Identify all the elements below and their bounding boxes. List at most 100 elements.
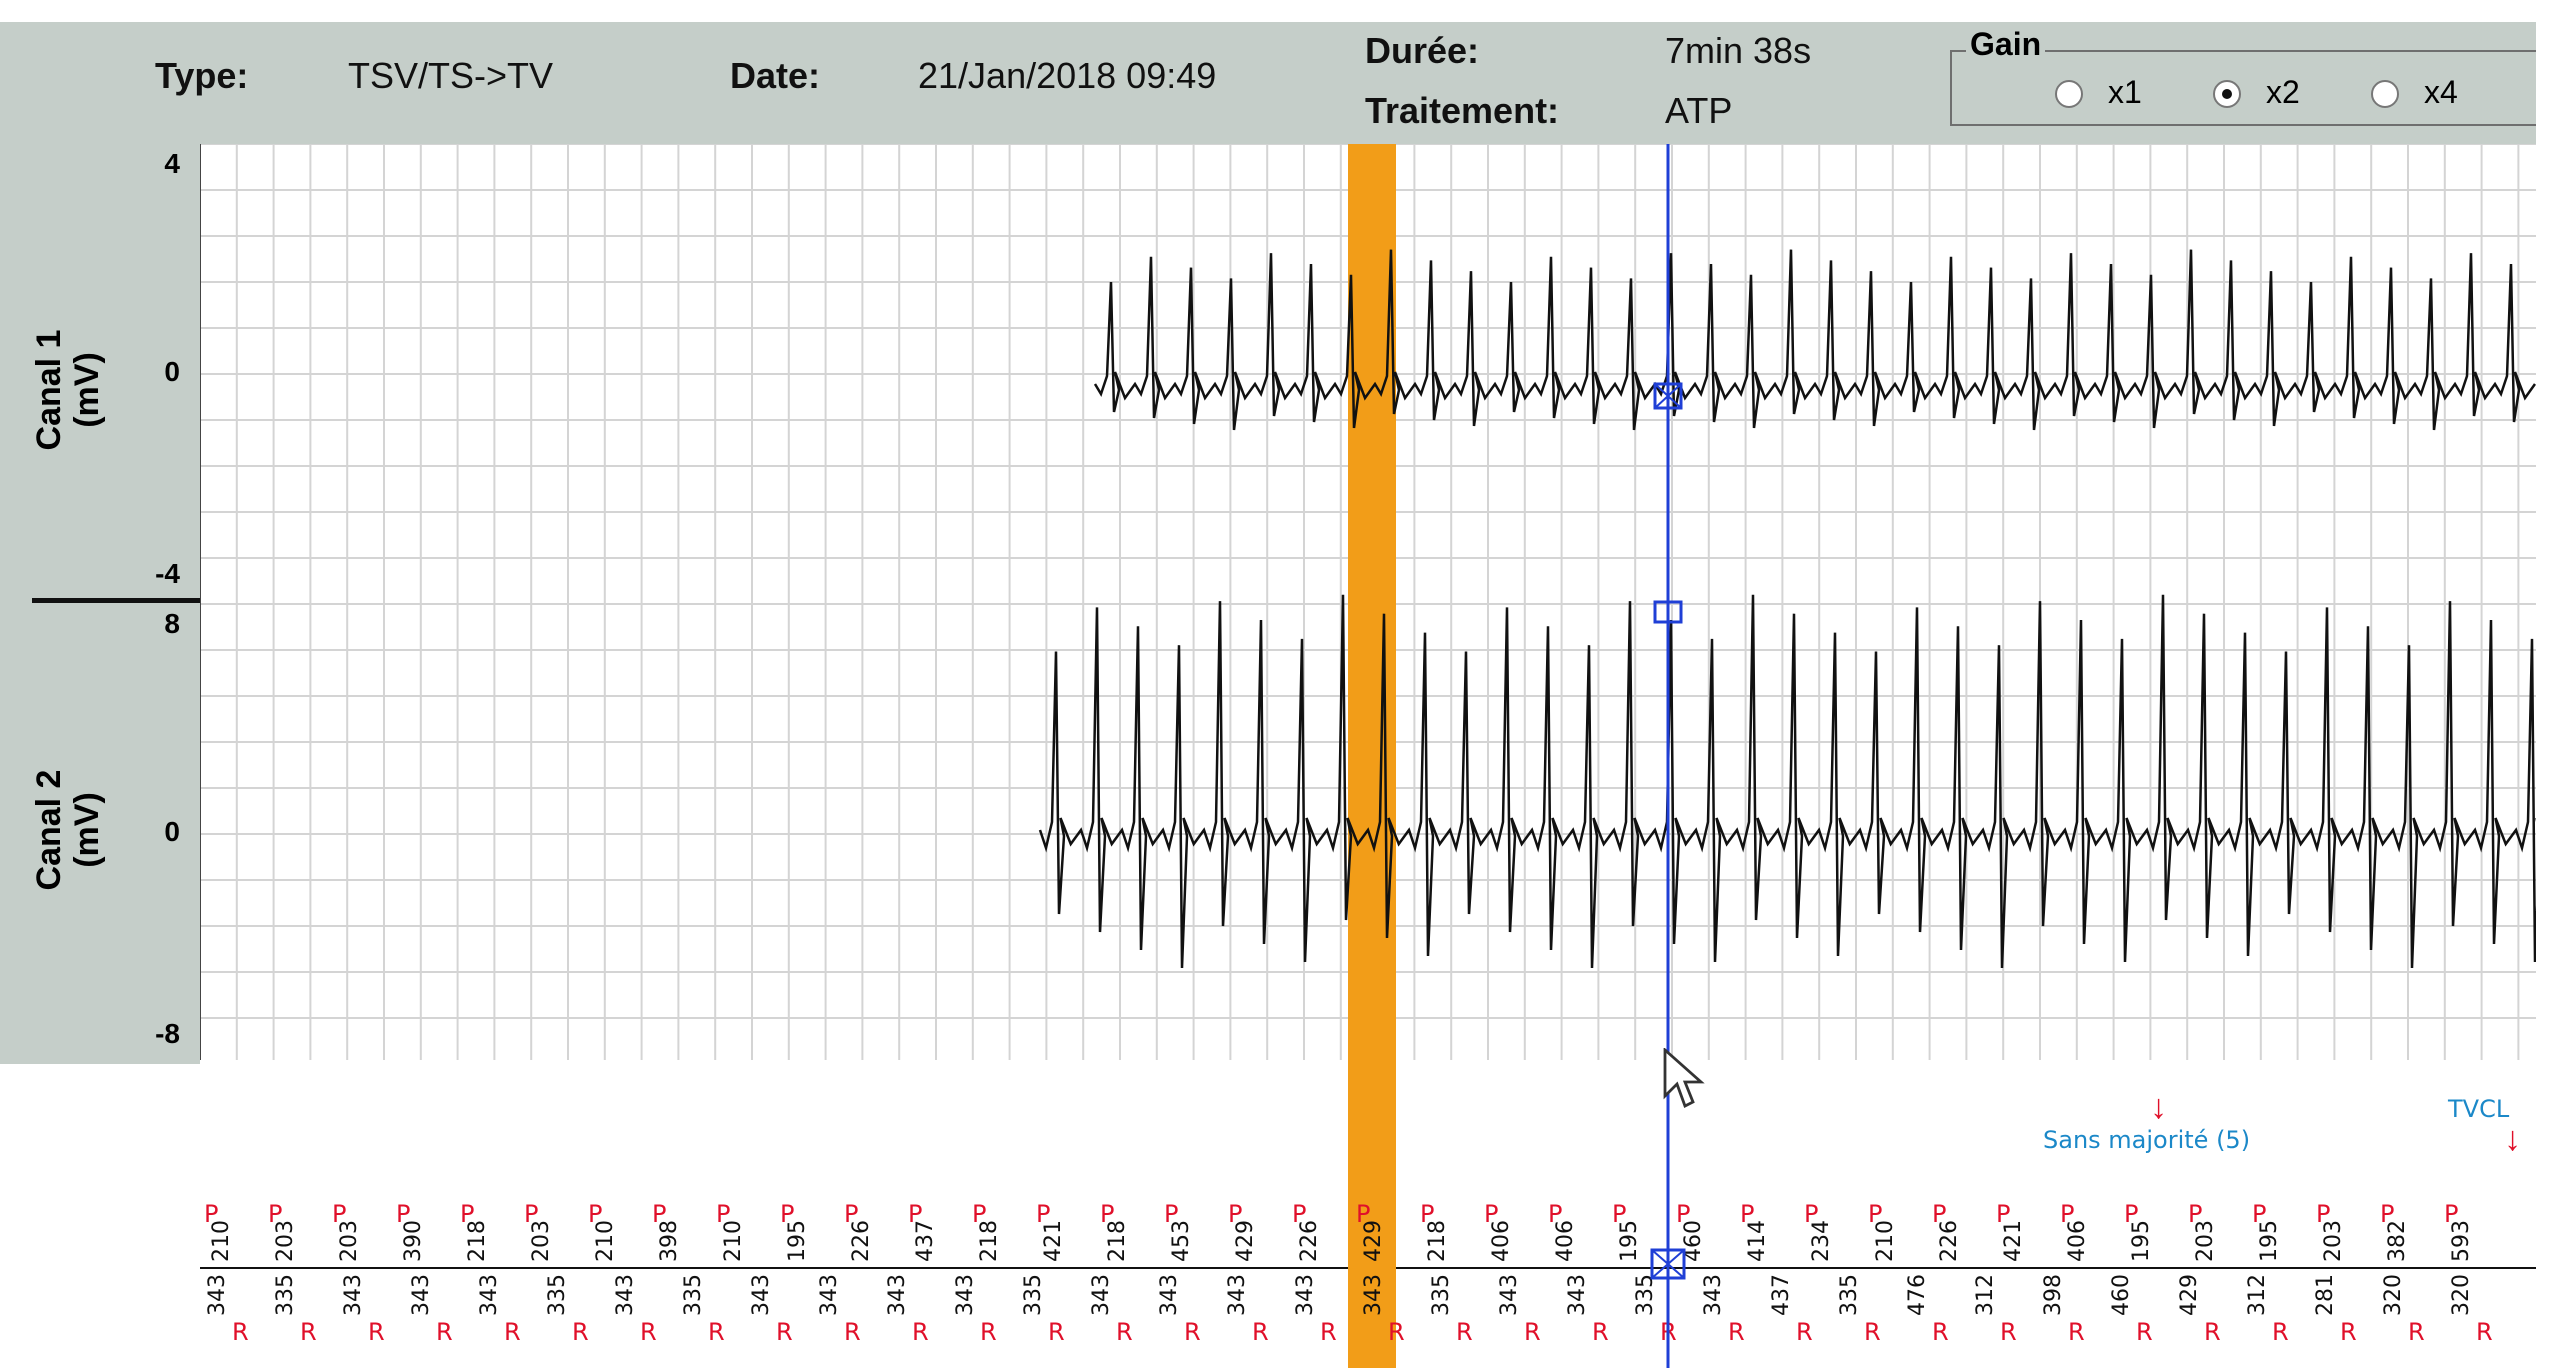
rr-interval-label: 343	[1293, 1274, 1318, 1316]
r-marker: R	[2068, 1318, 2085, 1346]
rr-interval-label: 343	[1565, 1274, 1590, 1316]
p-marker: P	[1804, 1200, 1818, 1228]
pp-interval-label: 218	[1425, 1220, 1450, 1262]
r-marker: R	[2204, 1318, 2221, 1346]
ecg-plot[interactable]: P210P203P203P390P218P203P210P398P210P195…	[200, 144, 2536, 1368]
channel1-label: Canal 1 (mV)	[30, 300, 110, 480]
treatment-value: ATP	[1665, 90, 1733, 131]
r-marker: R	[2136, 1318, 2153, 1346]
p-marker: P	[1356, 1200, 1370, 1228]
ecg-traces	[1038, 249, 2536, 969]
p-marker: P	[1228, 1200, 1242, 1228]
channel1-name: Canal 1	[30, 329, 68, 451]
p-marker: P	[972, 1200, 986, 1228]
pp-interval-label: 210	[1873, 1220, 1898, 1262]
cursor-handle-middle[interactable]	[1653, 600, 1683, 624]
r-marker: R	[1728, 1318, 1745, 1346]
rr-interval-label: 343	[205, 1274, 230, 1316]
r-marker: R	[368, 1318, 385, 1346]
p-marker: P	[2188, 1200, 2202, 1228]
event-arrow-icon: ↓	[2150, 1088, 2167, 1126]
pp-interval-label: 195	[2129, 1220, 2154, 1262]
rr-interval-label: 312	[1973, 1274, 1998, 1316]
gain-x1-label: x1	[2108, 74, 2142, 110]
channel2-name: Canal 2	[30, 769, 68, 891]
rr-interval-label: 343	[1497, 1274, 1522, 1316]
pp-interval-label: 421	[2001, 1220, 2026, 1262]
rr-interval-label: 343	[1361, 1274, 1386, 1316]
pp-interval-label: 406	[1489, 1220, 1514, 1262]
rr-interval-label: 343	[749, 1274, 774, 1316]
rr-interval-label: 476	[1905, 1274, 1930, 1316]
p-marker: P	[332, 1200, 346, 1228]
p-marker: P	[2060, 1200, 2074, 1228]
r-marker: R	[1456, 1318, 1473, 1346]
pp-interval-label: 429	[1233, 1220, 1258, 1262]
pp-interval-label: 203	[2321, 1220, 2346, 1262]
p-marker: P	[2316, 1200, 2330, 1228]
cursor-handle-bottom[interactable]	[1650, 1248, 1686, 1280]
gain-title: Gain	[1966, 26, 2046, 63]
rr-interval-label: 398	[2041, 1274, 2066, 1316]
r-marker: R	[912, 1318, 929, 1346]
rr-interval-label: 312	[2245, 1274, 2270, 1316]
r-marker: R	[232, 1318, 249, 1346]
channel2-trace	[1038, 594, 2536, 969]
r-marker: R	[1524, 1318, 1541, 1346]
rr-interval-label: 335	[1429, 1274, 1454, 1316]
rr-interval-label: 281	[2313, 1274, 2338, 1316]
gain-x4-radio[interactable]	[2371, 80, 2399, 108]
p-marker: P	[268, 1200, 282, 1228]
r-marker: R	[1048, 1318, 1065, 1346]
p-marker: P	[716, 1200, 730, 1228]
p-marker: P	[460, 1200, 474, 1228]
pp-interval-label: 234	[1809, 1220, 1834, 1262]
r-marker: R	[776, 1318, 793, 1346]
tvcl-annotation[interactable]: TVCL	[2448, 1095, 2510, 1123]
r-marker: R	[2340, 1318, 2357, 1346]
r-marker: R	[504, 1318, 521, 1346]
rr-interval-label: 335	[681, 1274, 706, 1316]
gain-x1-radio[interactable]	[2055, 80, 2083, 108]
beat-markers: P210P203P203P390P218P203P210P398P210P195…	[204, 1200, 2493, 1346]
r-marker: R	[640, 1318, 657, 1346]
pp-interval-label: 406	[2065, 1220, 2090, 1262]
pp-interval-label: 226	[1937, 1220, 1962, 1262]
pp-interval-label: 421	[1041, 1220, 1066, 1262]
p-marker: P	[1484, 1200, 1498, 1228]
ch1-tick-zero: 0	[164, 356, 180, 387]
channel-label-panel	[0, 144, 200, 1064]
channel2-label: Canal 2 (mV)	[30, 740, 110, 920]
p-marker: P	[1100, 1200, 1114, 1228]
p-marker: P	[204, 1200, 218, 1228]
p-marker: P	[780, 1200, 794, 1228]
pp-interval-label: 398	[657, 1220, 682, 1262]
pp-interval-label: 195	[785, 1220, 810, 1262]
ch1-tick-top: 4	[164, 148, 180, 179]
r-marker: R	[1592, 1318, 1609, 1346]
radio-selected-dot	[2222, 89, 2232, 99]
ch2-tick-zero: 0	[164, 816, 180, 847]
r-marker: R	[2408, 1318, 2425, 1346]
r-marker: R	[2272, 1318, 2289, 1346]
rr-interval-label: 343	[409, 1274, 434, 1316]
p-marker: P	[1996, 1200, 2010, 1228]
duration-value: 7min 38s	[1665, 30, 1812, 71]
pp-interval-label: 203	[2193, 1220, 2218, 1262]
cursor-handle-top[interactable]	[1653, 382, 1683, 410]
rr-interval-label: 343	[477, 1274, 502, 1316]
rr-interval-label: 343	[341, 1274, 366, 1316]
gain-x2-radio[interactable]	[2213, 80, 2241, 108]
pp-interval-label: 453	[1169, 1220, 1194, 1262]
p-marker: P	[844, 1200, 858, 1228]
ch2-tick-bottom: -8	[155, 1018, 180, 1049]
rr-interval-label: 343	[885, 1274, 910, 1316]
ch1-tick-bottom: -4	[155, 558, 180, 589]
r-marker: R	[572, 1318, 589, 1346]
p-marker: P	[1548, 1200, 1562, 1228]
p-marker: P	[524, 1200, 538, 1228]
rr-interval-label: 320	[2449, 1274, 2474, 1316]
r-marker: R	[1252, 1318, 1269, 1346]
sans-majorite-annotation[interactable]: Sans majorité (5)	[2043, 1126, 2251, 1154]
p-marker: P	[908, 1200, 922, 1228]
